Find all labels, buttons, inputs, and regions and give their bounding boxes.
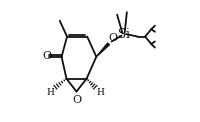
Text: H: H — [97, 88, 104, 97]
Polygon shape — [96, 43, 109, 57]
Text: O: O — [43, 51, 52, 61]
Text: H: H — [46, 88, 54, 97]
Text: Si: Si — [118, 28, 130, 41]
Text: O: O — [109, 33, 118, 43]
Text: O: O — [72, 95, 81, 105]
